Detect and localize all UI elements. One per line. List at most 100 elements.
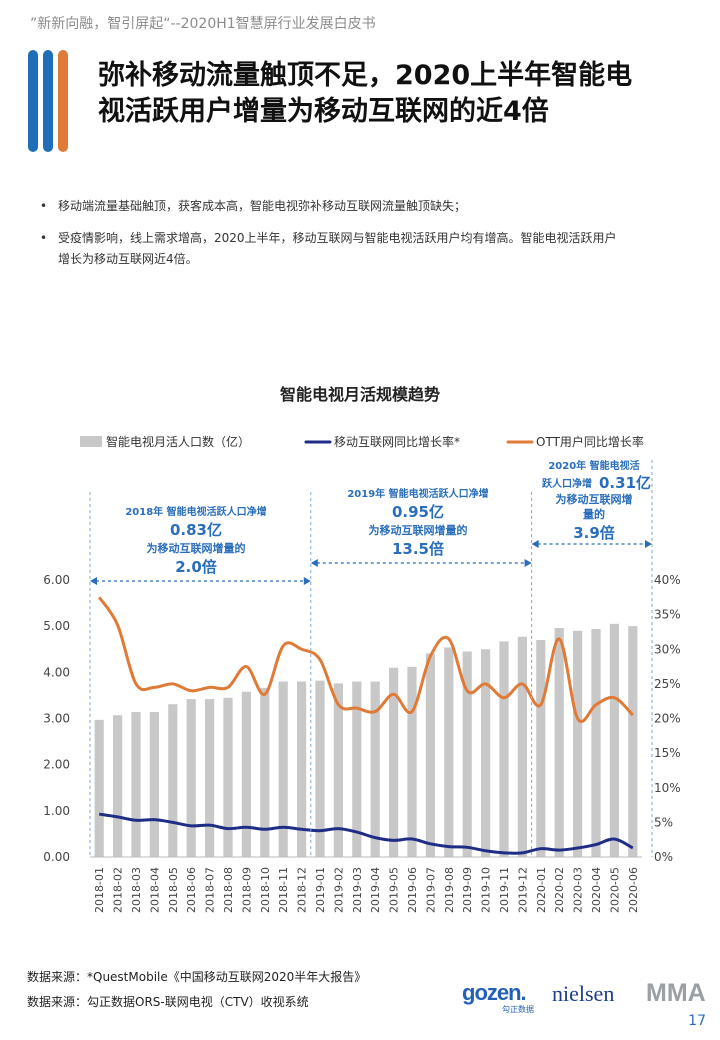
nielsen-logo: nielsen: [552, 981, 615, 1006]
x-tick-2020-01: 2020-01: [535, 867, 548, 913]
left-axis-tick: 2.00: [43, 758, 70, 772]
bar-2020-05: [609, 623, 619, 857]
legend-swatch-bar: [80, 436, 102, 447]
x-tick-2018-10: 2018-10: [259, 867, 272, 913]
annotation-2018-arrow-head-left: [90, 577, 97, 585]
x-tick-2019-05: 2019-05: [388, 867, 401, 913]
annotation-2020-line1: 2020年 智能电视活: [548, 459, 639, 472]
x-tick-2019-07: 2019-07: [424, 867, 437, 913]
x-tick-2018-07: 2018-07: [204, 867, 217, 913]
annotation-2019-line1: 2019年 智能电视活跃人口净增: [347, 487, 488, 500]
bar-2018-11: [278, 681, 288, 857]
annotation-2020-line4: 量的: [583, 507, 605, 521]
annotation-2018-line1: 2018年 智能电视活跃人口净增: [125, 505, 266, 518]
x-tick-2020-06: 2020-06: [627, 867, 640, 913]
bar-2019-05: [389, 667, 399, 857]
chart-title: 智能电视月活规模趋势: [280, 385, 440, 404]
bar-2019-08: [444, 647, 454, 857]
accent-bar-blue-1: [28, 50, 38, 152]
x-tick-2019-04: 2019-04: [369, 867, 382, 913]
legend-label-mobile: 移动互联网同比增长率*: [334, 434, 460, 449]
right-axis-tick: 35%: [654, 608, 681, 622]
bar-2020-03: [573, 630, 583, 857]
bullet-text-line-2: 增长为移动互联网近4倍。: [58, 252, 198, 266]
bullet-list: 移动端流量基础触顶，获客成本高，智能电视弥补移动互联网流量触顶缺失； 受疫情影响…: [40, 196, 680, 281]
x-tick-2018-02: 2018-02: [112, 867, 125, 913]
annotation-2018-ratio: 2.0倍: [175, 558, 217, 576]
annotation-2020-ratio: 3.9倍: [573, 524, 615, 542]
header-tagline: ”新新向融，智引屏起“--2020H1智慧屏行业发展白皮书: [30, 16, 376, 32]
bar-2018-08: [223, 697, 233, 857]
x-tick-2018-01: 2018-01: [93, 867, 106, 913]
bar-2019-04: [370, 681, 380, 857]
bar-2018-01: [94, 719, 104, 857]
mma-logo: MMA: [646, 979, 706, 1007]
gozen-logo: gozen.: [462, 980, 527, 1005]
source-note-1: 数据来源：*QuestMobile《中国移动互联网2020半年大报告》: [27, 970, 367, 984]
bar-2020-02: [554, 628, 564, 857]
right-axis-tick: 25%: [654, 677, 681, 691]
bar-2020-04: [591, 628, 601, 857]
page-title-line-2: 视活跃用户增量为移动互联网的近4倍: [98, 96, 549, 127]
accent-bar-blue-2: [43, 50, 53, 152]
annotation-2020-arrow-head-right: [645, 540, 652, 548]
bar-2019-10: [481, 649, 491, 857]
source-note-2: 数据来源：勾正数据ORS-联网电视（CTV）收视系统: [27, 995, 309, 1009]
x-tick-2018-03: 2018-03: [130, 867, 143, 913]
right-axis-tick: 40%: [654, 573, 681, 587]
legend-label-ott: OTT用户同比增长率: [536, 434, 644, 449]
bar-2018-06: [186, 699, 196, 857]
annotation-2019-arrow-head-left: [310, 559, 318, 567]
right-axis-tick: 5%: [654, 815, 673, 829]
bar-2018-10: [260, 688, 270, 857]
annotation-2020-arrow-head-left: [531, 540, 539, 548]
bar-2019-12: [517, 636, 527, 857]
annotation-2019-arrow-head-right: [524, 559, 532, 567]
left-axis-tick: 3.00: [43, 712, 70, 726]
annotation-2018-line3: 为移动互联网增量的: [147, 541, 246, 555]
annotation-2020-line2: 跃人口净增: [542, 477, 592, 490]
x-tick-2019-03: 2019-03: [351, 867, 364, 913]
annotation-2019-value: 0.95亿: [392, 503, 444, 521]
series-line-ott: [97, 596, 634, 723]
x-tick-2020-05: 2020-05: [608, 867, 621, 913]
bullet-item-1: 移动端流量基础触顶，获客成本高，智能电视弥补移动互联网流量触顶缺失；: [40, 196, 680, 217]
x-tick-2018-12: 2018-12: [296, 867, 309, 913]
bar-2018-04: [149, 712, 159, 857]
bullet-item-2: 受疫情影响，线上需求增高，2020上半年，移动互联网与智能电视活跃用户均有增高。…: [40, 228, 680, 270]
bar-2018-03: [131, 712, 141, 857]
bar-2019-07: [425, 653, 435, 857]
bar-2020-06: [628, 626, 638, 857]
legend-label-bar: 智能电视月活人口数（亿）: [106, 434, 250, 449]
x-tick-2018-09: 2018-09: [240, 867, 253, 913]
x-tick-2020-02: 2020-02: [553, 867, 566, 913]
annotation-2019-line3: 为移动互联网增量的: [369, 523, 468, 537]
left-axis-tick: 0.00: [43, 850, 70, 864]
right-axis-tick: 0%: [654, 850, 673, 864]
x-tick-2019-01: 2019-01: [314, 867, 327, 913]
page-number: 17: [688, 1013, 706, 1029]
bar-2019-11: [499, 641, 509, 857]
x-tick-2019-08: 2019-08: [443, 867, 456, 913]
right-axis-tick: 10%: [654, 781, 681, 795]
bullet-text: 移动端流量基础触顶，获客成本高，智能电视弥补移动互联网流量触顶缺失；: [58, 199, 467, 213]
x-tick-2019-12: 2019-12: [516, 867, 529, 913]
annotation-2018-arrow-head-right: [303, 577, 311, 585]
annotation-2020-value: 0.31亿: [599, 474, 651, 492]
accent-bar-orange: [58, 50, 68, 152]
right-axis-tick: 15%: [654, 746, 681, 760]
page-title: 弥补移动流量触顶不足，2020上半年智能电 视活跃用户增量为移动互联网的近4倍: [98, 58, 698, 130]
bar-2019-01: [315, 680, 325, 857]
left-axis-tick: 5.00: [43, 619, 70, 633]
annotation-2018-value: 0.83亿: [170, 521, 222, 539]
x-tick-2018-11: 2018-11: [277, 867, 290, 913]
annotation-2019-ratio: 13.5倍: [392, 540, 444, 558]
x-tick-2018-06: 2018-06: [185, 867, 198, 913]
left-axis-tick: 6.00: [43, 573, 70, 587]
bar-2019-02: [333, 683, 343, 857]
left-axis-tick: 4.00: [43, 665, 70, 679]
x-tick-2019-10: 2019-10: [480, 867, 493, 913]
bar-2020-01: [536, 640, 546, 857]
bar-2019-09: [462, 651, 472, 857]
